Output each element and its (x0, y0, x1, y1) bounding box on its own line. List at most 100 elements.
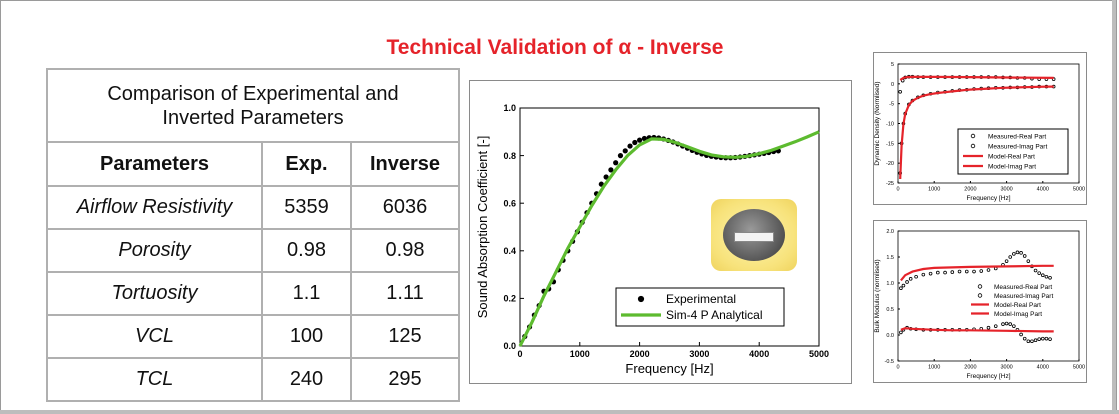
y-tick-label: -20 (886, 161, 894, 167)
x-tick-label: 2000 (964, 187, 976, 193)
param-name: Airflow Resistivity (46, 185, 263, 230)
data-point (899, 330, 903, 335)
data-point (1033, 268, 1038, 273)
y-axis-label: Dynamic Density (Normlised) (874, 81, 881, 165)
legend-label: Measured-Imag Part (994, 293, 1053, 300)
data-point (901, 283, 906, 288)
param-name: Tortuosity (46, 271, 263, 316)
bulk-modulus-chart: 0 1000 2000 3000 4000 5000 2.0 1.5 1.0 0.5 0.0 -0.5… (874, 229, 1085, 380)
data-point (979, 269, 984, 273)
frame-shadow-bottom (0, 410, 1119, 414)
data-point (641, 135, 647, 142)
data-point (993, 324, 998, 328)
x-tick-label: 2000 (630, 349, 650, 359)
data-point (928, 271, 933, 276)
x-tick-label: 5000 (809, 349, 829, 359)
data-point (986, 268, 991, 272)
legend-swatch (637, 295, 645, 303)
sample-label-sticker (734, 232, 774, 242)
data-point (617, 153, 624, 159)
x-tick-label: 4000 (1037, 365, 1049, 371)
data-point (627, 143, 633, 149)
frame-shadow-right (1112, 0, 1116, 414)
table-caption-line-2: Inverted Parameters (162, 106, 344, 129)
x-tick-label: 4000 (1037, 187, 1049, 193)
legend-swatch (977, 293, 983, 298)
exp-value: 1.1 (261, 271, 352, 316)
data-point (1041, 273, 1045, 277)
data-point (1033, 338, 1038, 342)
series-line-2 (899, 75, 1054, 81)
inverse-value: 295 (350, 357, 460, 402)
series-line-3 (900, 327, 1054, 333)
param-name: TCL (46, 357, 263, 402)
x-tick-label: 1000 (928, 187, 940, 193)
data-point (613, 160, 619, 166)
exp-value: 240 (261, 357, 352, 402)
data-point (1044, 336, 1049, 341)
parameters-table: Comparison of Experimental and Inverted … (46, 68, 460, 402)
y-tick-label: 0.0 (503, 341, 516, 351)
table-row: Airflow Resistivity 5359 6036 (46, 185, 460, 230)
data-point (1022, 254, 1027, 258)
y-tick-label: -25 (886, 181, 894, 187)
header-inverse: Inverse (350, 141, 460, 187)
data-point (637, 137, 643, 143)
x-tick-label: 3000 (689, 349, 709, 359)
legend-label: Sim-4 P Analytical (666, 308, 763, 322)
header-exp: Exp. (261, 141, 352, 187)
table-row: Tortuosity 1.1 1.11 (46, 271, 460, 316)
data-point (921, 272, 926, 277)
data-point (943, 270, 947, 275)
data-point (1026, 339, 1031, 344)
data-point (1048, 337, 1052, 341)
data-point (957, 269, 962, 274)
exp-value: 5359 (261, 185, 352, 230)
x-tick-label: 3000 (1000, 365, 1012, 371)
y-tick-label: -15 (886, 141, 894, 147)
data-point (1015, 250, 1020, 255)
data-point (898, 89, 902, 94)
exp-value: 100 (261, 314, 352, 359)
legend-label: Experimental (666, 292, 736, 306)
y-tick-label: 0.4 (503, 246, 516, 256)
data-point (1026, 259, 1031, 263)
y-tick-label: 0 (891, 82, 894, 88)
inverse-value: 1.11 (350, 271, 460, 316)
legend-label: Measured-Real Part (994, 284, 1052, 291)
data-point (1019, 332, 1023, 337)
x-tick-label: 4000 (749, 349, 769, 359)
data-point (1012, 324, 1016, 328)
legend-label: Model-Real Part (994, 302, 1041, 309)
series-line-1 (518, 130, 820, 347)
legend-label: Model-Imag Part (988, 163, 1036, 170)
exp-value: 0.98 (261, 228, 352, 273)
x-axis-label: Frequency [Hz] (966, 373, 1010, 380)
header-parameters: Parameters (46, 141, 263, 187)
y-tick-label: 5 (891, 62, 894, 68)
param-name: Porosity (46, 228, 263, 273)
legend-label: Model-Imag Part (994, 311, 1042, 318)
x-tick-label: 0 (896, 187, 899, 193)
y-tick-label: -0.5 (885, 359, 894, 365)
y-tick-label: 2.0 (886, 229, 894, 235)
data-point (1041, 336, 1045, 341)
sample-photo (711, 199, 797, 271)
data-point (972, 269, 976, 274)
data-point (1012, 252, 1016, 256)
legend-label: Measured-Imag Part (988, 143, 1047, 150)
data-point (986, 325, 991, 330)
x-tick-label: 5000 (1073, 187, 1085, 193)
inverse-value: 0.98 (350, 228, 460, 273)
data-point (1001, 322, 1005, 326)
y-tick-label: 0.2 (503, 294, 516, 304)
legend-swatch (970, 133, 976, 139)
y-tick-label: 1.5 (886, 255, 894, 261)
legend-box (615, 287, 785, 327)
plot-frame (519, 107, 820, 347)
page-title: Technical Validation of α - Inverse (386, 36, 724, 59)
x-tick-label: 1000 (570, 349, 590, 359)
data-point (905, 280, 909, 284)
x-tick-label: 0 (896, 365, 899, 371)
y-axis-label: Bulk Modulus (normlised) (874, 259, 881, 332)
